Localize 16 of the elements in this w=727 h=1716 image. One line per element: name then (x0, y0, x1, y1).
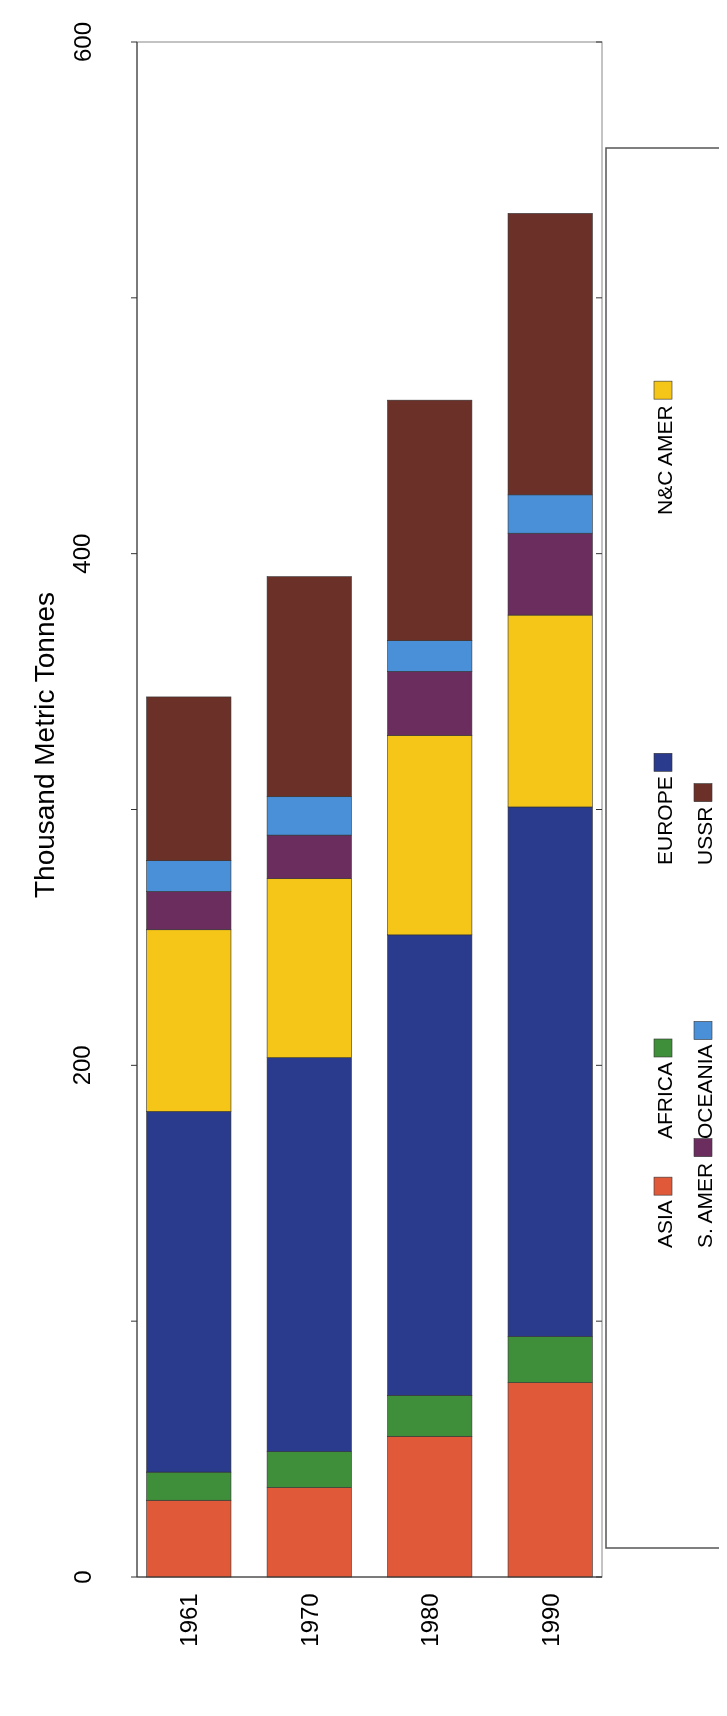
legend-label: AFRICA (652, 1061, 676, 1139)
x-tick-label: 1961 (175, 1593, 203, 1647)
legend-label: OCEANIA (692, 1044, 716, 1139)
legend-label: N&C AMER (652, 405, 676, 515)
y-axis-title: Thousand Metric Tonnes (28, 591, 60, 899)
x-tick-label: 1980 (416, 1593, 444, 1647)
legend-label: EUROPE (652, 776, 676, 865)
legend-label: ASIA (652, 1200, 676, 1248)
y-tick-label: 200 (68, 1045, 96, 1086)
legend-label: S. AMER (692, 1162, 716, 1248)
x-tick-label: 1990 (536, 1593, 564, 1647)
y-tick-label: 400 (68, 533, 96, 574)
legend-label: USSR (692, 806, 716, 865)
y-tick-label: 0 (68, 1570, 96, 1584)
x-tick-label: 1970 (295, 1593, 323, 1647)
y-tick-label: 600 (68, 21, 96, 63)
